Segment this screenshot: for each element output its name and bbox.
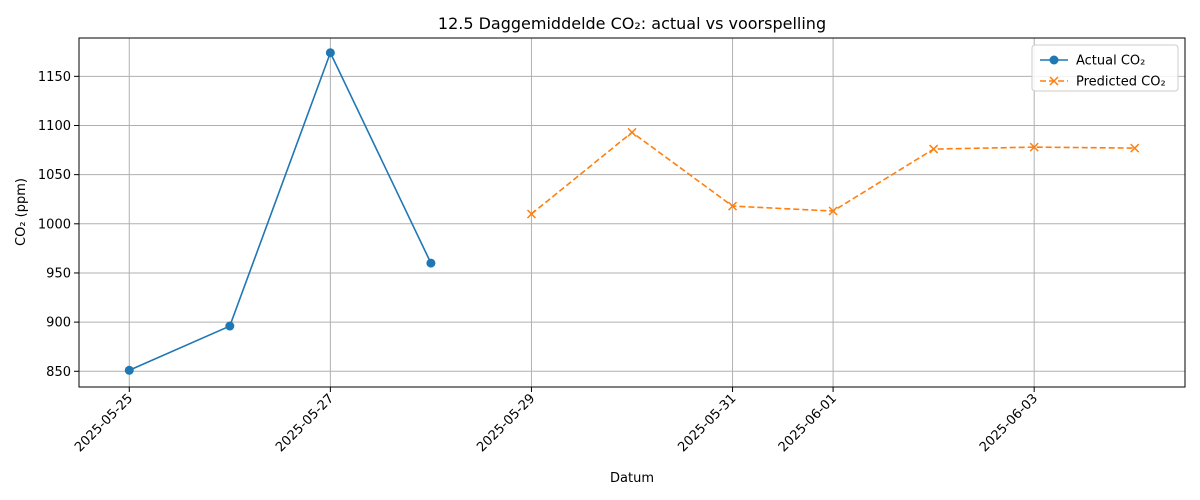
data-point <box>325 48 335 58</box>
x-axis: 2025-05-25 2025-05-27 2025-05-29 2025-05-31… <box>72 387 1041 455</box>
y-axis-label: CO₂ (ppm) <box>14 178 29 246</box>
data-point <box>828 206 838 216</box>
x-tick-label: 2025-05-25 <box>72 391 136 455</box>
x-tick-label: 2025-05-31 <box>675 391 739 455</box>
data-point <box>929 144 939 154</box>
y-tick-label: 900 <box>46 316 71 331</box>
x-tick-label: 2025-05-27 <box>273 391 337 455</box>
y-axis: 850 900 950 1000 1050 1100 1150 <box>38 70 79 380</box>
data-point <box>426 258 436 268</box>
grid <box>79 38 1185 387</box>
data-point <box>627 127 637 137</box>
series-line-0 <box>128 50 432 372</box>
legend-label: Predicted CO₂ <box>1076 75 1166 90</box>
x-tick-label: 2025-06-01 <box>776 391 840 455</box>
legend-marker <box>1049 76 1059 86</box>
data-point <box>124 365 134 375</box>
legend-label: Actual CO₂ <box>1076 54 1145 69</box>
y-tick-label: 1050 <box>38 168 71 183</box>
x-tick-label: 2025-05-29 <box>474 391 538 455</box>
data-point <box>1130 143 1140 153</box>
plot-frame <box>78 37 1186 388</box>
x-tick-label: 2025-06-03 <box>977 391 1041 455</box>
chart-title: 12.5 Daggemiddelde CO₂: actual vs voorsp… <box>438 14 826 33</box>
data-point <box>526 209 536 219</box>
y-tick-label: 850 <box>46 365 71 380</box>
y-tick-label: 950 <box>46 266 71 281</box>
legend: Actual CO₂ Predicted CO₂ <box>1031 44 1179 92</box>
y-tick-label: 1100 <box>38 119 71 134</box>
y-tick-label: 1150 <box>38 70 71 85</box>
data-point <box>728 201 738 211</box>
legend-marker <box>1049 55 1059 65</box>
data-point <box>1029 142 1039 152</box>
x-axis-label: Datum <box>610 471 654 486</box>
data-point <box>225 321 235 331</box>
series-layer <box>124 48 1140 375</box>
y-tick-label: 1000 <box>38 217 71 232</box>
legend-frame <box>1031 44 1179 92</box>
